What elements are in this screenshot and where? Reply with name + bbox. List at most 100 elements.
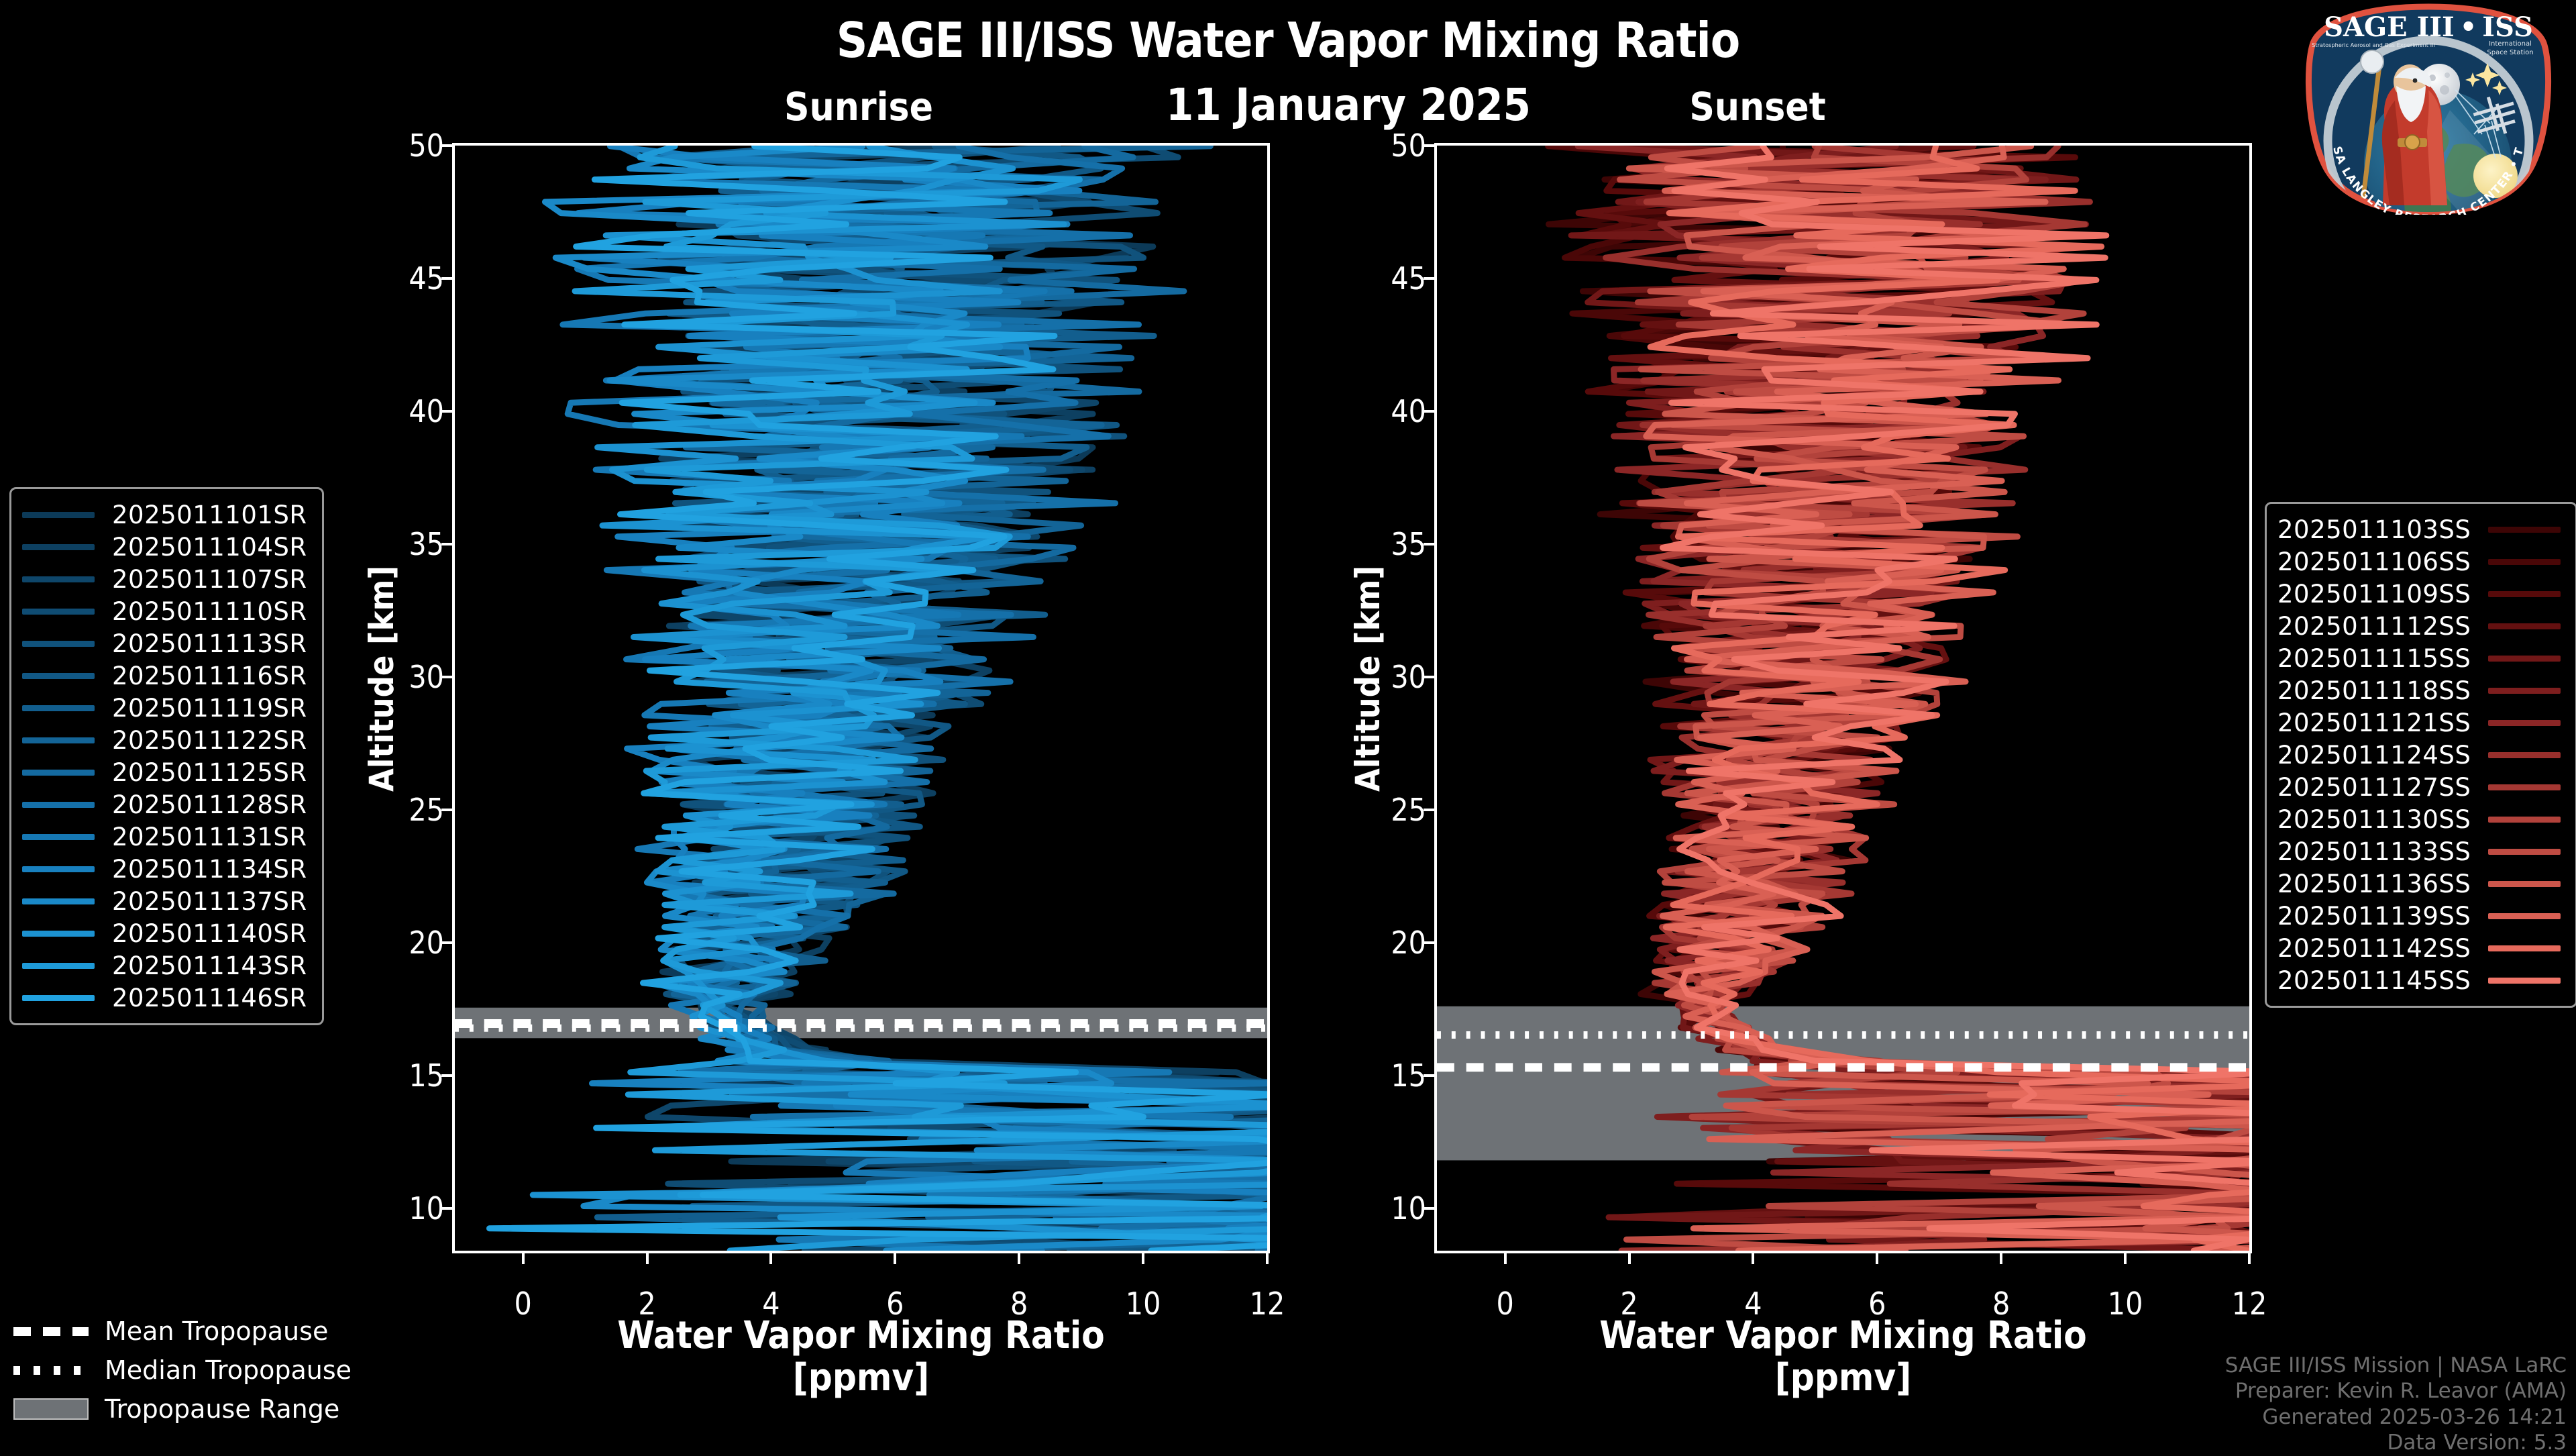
patch-subtitle-right-2: Space Station — [2487, 49, 2533, 56]
x-tick-label: 0 — [1496, 1286, 1514, 1322]
x-tick-mark — [1876, 1251, 1879, 1264]
x-tick-label: 10 — [2107, 1286, 2143, 1322]
legend-item[interactable]: 2025011136SS — [2277, 868, 2561, 900]
x-tick-mark — [1018, 1251, 1021, 1264]
legend-item[interactable]: 2025011134SR — [22, 853, 307, 885]
legend-item[interactable]: 2025011112SS — [2277, 610, 2561, 642]
legend-item[interactable]: 2025011122SR — [22, 724, 307, 756]
y-tick-mark — [441, 941, 455, 944]
y-tick-mark — [1424, 1206, 1437, 1210]
legend-item[interactable]: 2025011127SS — [2277, 771, 2561, 803]
legend-item-label: 2025011119SR — [112, 693, 307, 723]
x-tick-label: 2 — [1620, 1286, 1638, 1322]
legend-color-swatch — [2488, 784, 2561, 790]
tropopause-key-range: Tropopause Range — [13, 1390, 352, 1428]
legend-item-label: 2025011128SR — [112, 790, 307, 819]
legend-color-swatch — [2488, 558, 2561, 565]
y-tick-mark — [441, 1074, 455, 1077]
legend-color-swatch — [22, 898, 95, 904]
legend-item[interactable]: 2025011110SR — [22, 595, 307, 627]
y-tick-mark — [441, 409, 455, 413]
profile-line — [1660, 146, 2249, 1251]
legend-item-label: 2025011121SS — [2277, 708, 2471, 737]
legend-sunset[interactable]: 2025011103SS 2025011106SS 2025011109SS 2025… — [2265, 502, 2576, 1008]
legend-color-swatch — [2488, 751, 2561, 758]
legend-color-swatch — [2488, 848, 2561, 855]
x-tick-label: 8 — [1992, 1286, 2010, 1322]
profile-lines-sunset — [1437, 146, 2249, 1251]
legend-item[interactable]: 2025011130SS — [2277, 803, 2561, 835]
x-tick-mark — [645, 1251, 649, 1264]
profile-lines-sunrise — [455, 146, 1267, 1251]
x-tick-label: 4 — [762, 1286, 780, 1322]
legend-item[interactable]: 2025011145SS — [2277, 964, 2561, 996]
legend-item[interactable]: 2025011131SR — [22, 821, 307, 853]
tropopause-key-mean-label: Mean Tropopause — [105, 1316, 329, 1346]
legend-item[interactable]: 2025011142SS — [2277, 932, 2561, 964]
legend-item-label: 2025011112SS — [2277, 611, 2471, 641]
y-tick-label: 15 — [1391, 1057, 1426, 1094]
x-tick-label: 12 — [2231, 1286, 2267, 1322]
legend-item[interactable]: 2025011133SS — [2277, 835, 2561, 868]
legend-item[interactable]: 2025011115SS — [2277, 642, 2561, 674]
y-tick-mark — [1424, 276, 1437, 280]
legend-item-label: 2025011124SS — [2277, 740, 2471, 770]
legend-item-label: 2025011125SR — [112, 758, 307, 787]
plot-area-sunrise — [455, 146, 1267, 1251]
legend-item[interactable]: 2025011119SR — [22, 692, 307, 724]
legend-item[interactable]: 2025011116SR — [22, 660, 307, 692]
x-tick-label: 6 — [886, 1286, 904, 1322]
y-tick-label: 35 — [409, 525, 444, 562]
y-axis-label-sunrise: Altitude [km] — [362, 566, 401, 792]
x-tick-mark — [1142, 1251, 1145, 1264]
y-tick-mark — [1424, 675, 1437, 678]
legend-item-label: 2025011133SS — [2277, 837, 2471, 866]
legend-item[interactable]: 2025011121SS — [2277, 707, 2561, 739]
legend-item[interactable]: 2025011139SS — [2277, 900, 2561, 932]
legend-item[interactable]: 2025011104SR — [22, 531, 307, 563]
legend-color-swatch — [22, 769, 95, 776]
x-tick-mark — [2124, 1251, 2127, 1264]
patch-subtitle-right-1: International — [2489, 40, 2532, 48]
legend-item[interactable]: 2025011106SS — [2277, 545, 2561, 578]
legend-color-swatch — [22, 801, 95, 808]
legend-item[interactable]: 2025011137SR — [22, 885, 307, 917]
legend-color-swatch — [22, 672, 95, 679]
x-axis-label-line2: [ppmv] — [1774, 1355, 1912, 1400]
y-tick-mark — [1424, 144, 1437, 147]
tropopause-key: Mean Tropopause Median Tropopause Tropop… — [13, 1312, 352, 1428]
legend-item-label: 2025011137SR — [112, 886, 307, 916]
legend-item[interactable]: 2025011128SR — [22, 788, 307, 821]
x-tick-mark — [1266, 1251, 1269, 1264]
legend-color-swatch — [22, 543, 95, 550]
x-tick-label: 0 — [514, 1286, 532, 1322]
legend-item[interactable]: 2025011107SR — [22, 563, 307, 595]
legend-item[interactable]: 2025011101SR — [22, 499, 307, 531]
y-tick-mark — [441, 675, 455, 678]
legend-item[interactable]: 2025011113SR — [22, 627, 307, 660]
legend-item[interactable]: 2025011125SR — [22, 756, 307, 788]
y-tick-label: 10 — [1391, 1190, 1426, 1227]
legend-sunrise[interactable]: 2025011101SR 2025011104SR 2025011107SR 2025… — [9, 487, 324, 1025]
legend-item[interactable]: 2025011109SS — [2277, 578, 2561, 610]
y-tick-mark — [441, 1206, 455, 1210]
x-axis-label-line1: Water Vapor Mixing Ratio — [1599, 1314, 2087, 1357]
legend-item[interactable]: 2025011124SS — [2277, 739, 2561, 771]
legend-item-label: 2025011109SS — [2277, 579, 2471, 609]
x-axis-label-sunrise: Water Vapor Mixing Ratio [ppmv] — [452, 1314, 1270, 1399]
credits-data-version: Data Version: 5.3 — [2387, 1431, 2567, 1455]
dotted-line-icon — [13, 1365, 89, 1375]
y-tick-label: 25 — [1391, 791, 1426, 828]
legend-color-swatch — [2488, 913, 2561, 919]
credits-mission: SAGE III/ISS Mission | NASA LaRC — [2224, 1353, 2567, 1377]
legend-color-swatch — [2488, 590, 2561, 597]
x-tick-label: 2 — [638, 1286, 656, 1322]
x-tick-mark — [2000, 1251, 2003, 1264]
legend-item[interactable]: 2025011146SR — [22, 982, 307, 1014]
legend-item[interactable]: 2025011143SR — [22, 949, 307, 982]
legend-item[interactable]: 2025011103SS — [2277, 513, 2561, 545]
legend-item[interactable]: 2025011140SR — [22, 917, 307, 949]
y-tick-mark — [441, 808, 455, 811]
legend-item[interactable]: 2025011118SS — [2277, 674, 2561, 707]
y-axis-label-sunset: Altitude [km] — [1348, 566, 1387, 792]
